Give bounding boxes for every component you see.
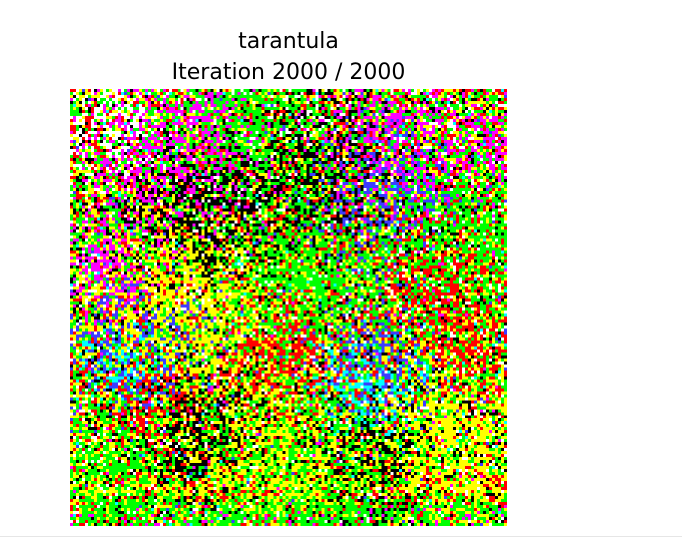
generated-image xyxy=(70,89,507,526)
figure-title: tarantula Iteration 2000 / 2000 xyxy=(70,26,507,88)
iteration-label: Iteration 2000 / 2000 xyxy=(171,60,406,85)
class-label: tarantula xyxy=(238,29,339,54)
visualization-canvas xyxy=(70,89,507,526)
cell-divider xyxy=(0,536,682,537)
